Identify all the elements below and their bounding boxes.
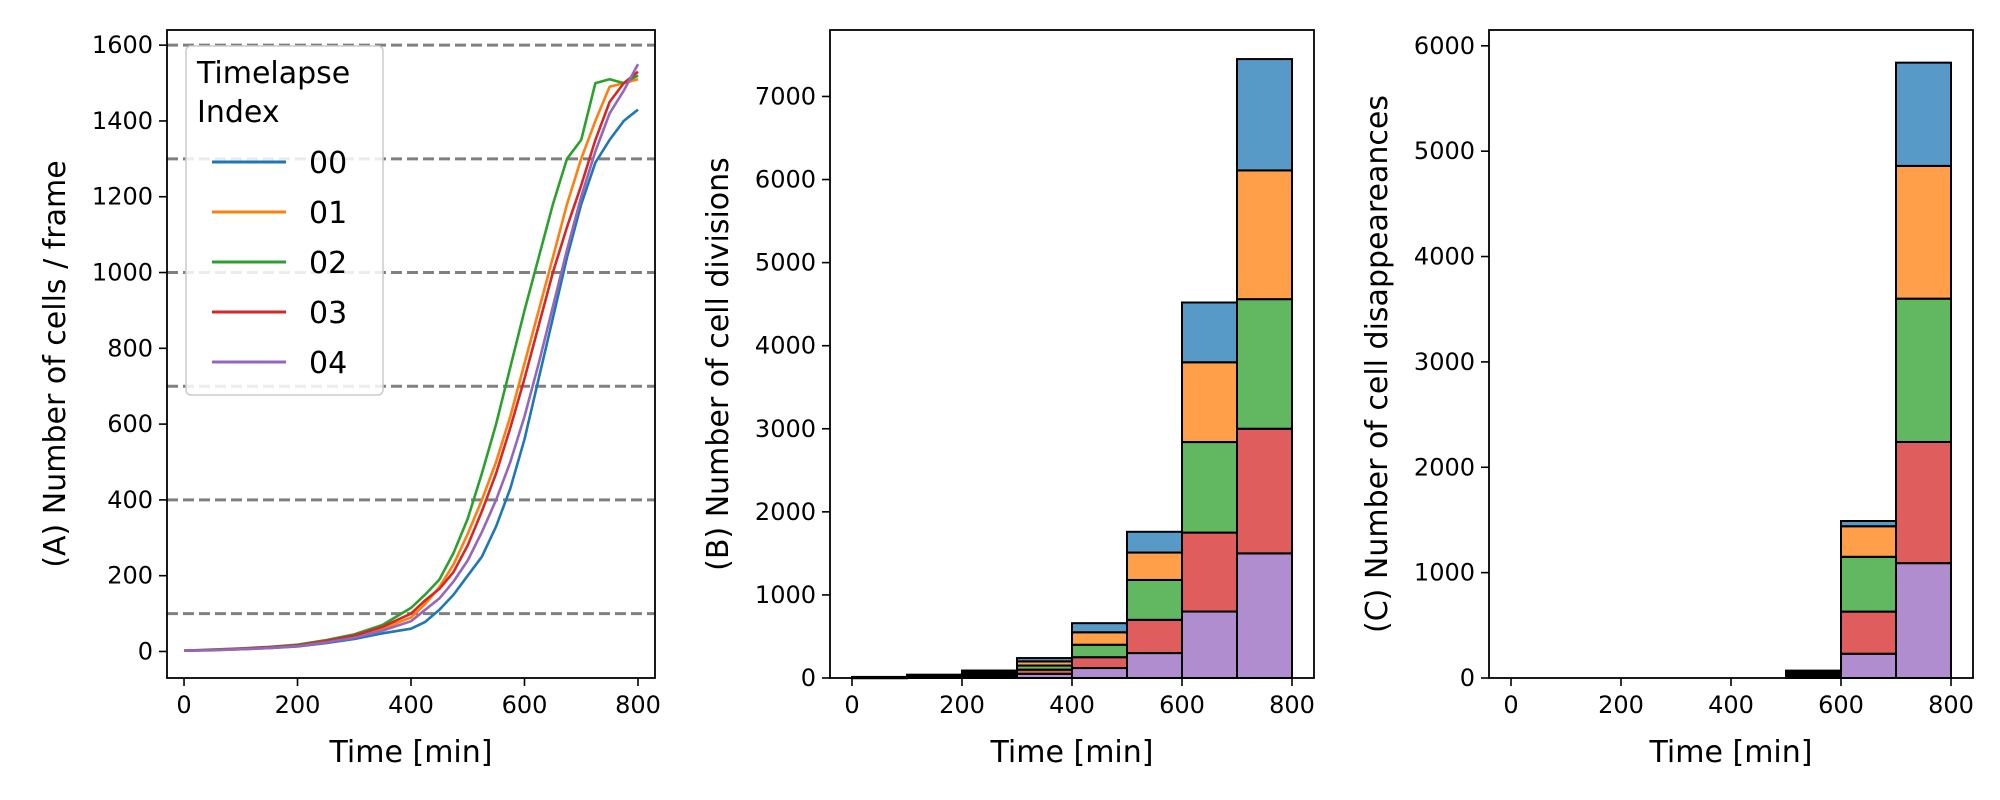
y-tick-label-800: 800	[107, 334, 153, 362]
bar-segment-02-bin-6	[1840, 555, 1897, 613]
y-tick-label-1000: 1000	[92, 259, 153, 287]
bar-segment-04-bin-6	[1840, 652, 1897, 680]
x-tick-label-800: 800	[1269, 691, 1315, 719]
bar-segment-00-bin-5	[1785, 669, 1842, 673]
bar-segment-01-bin-6	[1840, 525, 1897, 558]
y-tick-label-4000: 4000	[755, 332, 816, 360]
bar-segment-01-bin-7	[1895, 164, 1952, 300]
x-tick-label-0: 0	[844, 691, 859, 719]
legend-box	[185, 45, 384, 396]
y-tick-label-0: 0	[801, 664, 816, 692]
x-axis-title: Time [min]	[990, 735, 1154, 770]
y-tick-label-600: 600	[107, 410, 153, 438]
bar-segment-03-bin-4	[1071, 656, 1128, 670]
bar-segment-02-bin-4	[1071, 643, 1128, 659]
y-tick-label-5000: 5000	[755, 249, 816, 277]
panel-a-line-chart: 0 200 400 600 800020040060080010001200140016…	[38, 29, 661, 770]
bar-segment-04-bin-5	[1126, 652, 1183, 679]
y-tick-label-2000: 2000	[1414, 453, 1475, 481]
y-tick-label-5000: 5000	[1414, 137, 1475, 165]
panel-b-stacked-bar-chart: 0 200 400 600 800 0 1000 2000 3000 4000 5000 6000 70…	[701, 29, 1315, 770]
y-axis-title: (A) Number of cells / frame	[38, 160, 73, 567]
panel-c-stacked-bar-chart: 0 200 400 600 800 0 1000 2000 3000 4000 5000 6000 Ti…	[1360, 29, 1974, 770]
bar-segment-00-bin-7	[1895, 61, 1952, 167]
y-tick-label-1400: 1400	[92, 107, 153, 135]
x-tick-label-0: 0	[176, 691, 191, 719]
bar-segment-01-bin-6	[1181, 361, 1238, 444]
series-line-04	[183, 63, 640, 652]
bar-segment-00-bin-4	[1071, 622, 1128, 634]
legend-label-00: 00	[309, 146, 347, 181]
y-tick-label-0: 0	[1460, 664, 1475, 692]
y-tick-label-1000: 1000	[755, 581, 816, 609]
x-tick-label-400: 400	[1708, 691, 1754, 719]
bar-segment-01-bin-5	[1126, 551, 1183, 581]
bar-segment-02-bin-5	[1126, 578, 1183, 621]
legend-title-line: Index	[197, 95, 280, 130]
bar-segment-03-bin-6	[1181, 531, 1238, 613]
bar-segment-00-bin-7	[1236, 58, 1293, 172]
bar-segment-02-bin-7	[1236, 298, 1293, 430]
x-tick-label-600: 600	[1159, 691, 1205, 719]
bar-segment-04-bin-7	[1236, 552, 1293, 680]
x-tick-label-400: 400	[1049, 691, 1095, 719]
y-axis-title: (C) Number of cell disappeareances	[1360, 95, 1395, 633]
legend-label-02: 02	[309, 246, 347, 281]
y-tick-label-6000: 6000	[1414, 32, 1475, 60]
bar-segment-02-bin-7	[1895, 297, 1952, 443]
bar-segment-00-bin-6	[1181, 301, 1238, 364]
x-tick-label-200: 200	[1598, 691, 1644, 719]
bar-segment-00-bin-5	[1126, 530, 1183, 554]
bar-segment-00-bin-2	[961, 669, 1018, 674]
legend-label-03: 03	[309, 296, 347, 331]
bar-segment-01-bin-4	[1071, 631, 1128, 646]
bar-segment-03-bin-6	[1840, 610, 1897, 655]
bar-segment-00-bin-6	[1840, 520, 1897, 528]
y-tick-label-1600: 1600	[92, 31, 153, 59]
y-tick-label-1200: 1200	[92, 183, 153, 211]
y-tick-label-0: 0	[138, 637, 153, 665]
y-tick-label-3000: 3000	[1414, 348, 1475, 376]
bar-segment-03-bin-7	[1236, 427, 1293, 555]
bar-segment-00-bin-3	[1016, 657, 1073, 663]
y-tick-label-400: 400	[107, 486, 153, 514]
bar-segment-01-bin-7	[1236, 169, 1293, 301]
bar-segment-00-bin-1	[906, 673, 963, 677]
y-tick-label-3000: 3000	[755, 415, 816, 443]
x-tick-label-800: 800	[1928, 691, 1974, 719]
bar-segment-04-bin-6	[1181, 610, 1238, 679]
y-tick-label-1000: 1000	[1414, 559, 1475, 587]
x-tick-label-800: 800	[615, 691, 661, 719]
legend: Timelapse Index 00 01 02 03 04	[185, 45, 384, 396]
legend-title-line: Timelapse	[196, 56, 350, 91]
x-tick-label-200: 200	[939, 691, 985, 719]
bar-segment-04-bin-4	[1071, 667, 1128, 679]
bar-segment-03-bin-7	[1895, 440, 1952, 565]
y-axis-title: (B) Number of cell divisions	[701, 157, 736, 571]
x-axis-title: Time [min]	[1649, 735, 1813, 770]
y-tick-label-7000: 7000	[755, 82, 816, 110]
legend-label-04: 04	[309, 346, 347, 381]
x-tick-label-0: 0	[1503, 691, 1518, 719]
x-tick-label-600: 600	[502, 691, 548, 719]
x-tick-label-600: 600	[1818, 691, 1864, 719]
x-tick-label-400: 400	[388, 691, 434, 719]
bar-segment-02-bin-6	[1181, 441, 1238, 534]
bar-segment-04-bin-7	[1895, 562, 1952, 680]
y-tick-label-6000: 6000	[755, 166, 816, 194]
x-tick-label-200: 200	[275, 691, 321, 719]
bar-segment-03-bin-5	[1126, 618, 1183, 655]
y-tick-label-4000: 4000	[1414, 243, 1475, 271]
legend-label-01: 01	[309, 196, 347, 231]
y-tick-label-2000: 2000	[755, 498, 816, 526]
x-axis-title: Time [min]	[329, 735, 493, 770]
y-tick-label-200: 200	[107, 562, 153, 590]
